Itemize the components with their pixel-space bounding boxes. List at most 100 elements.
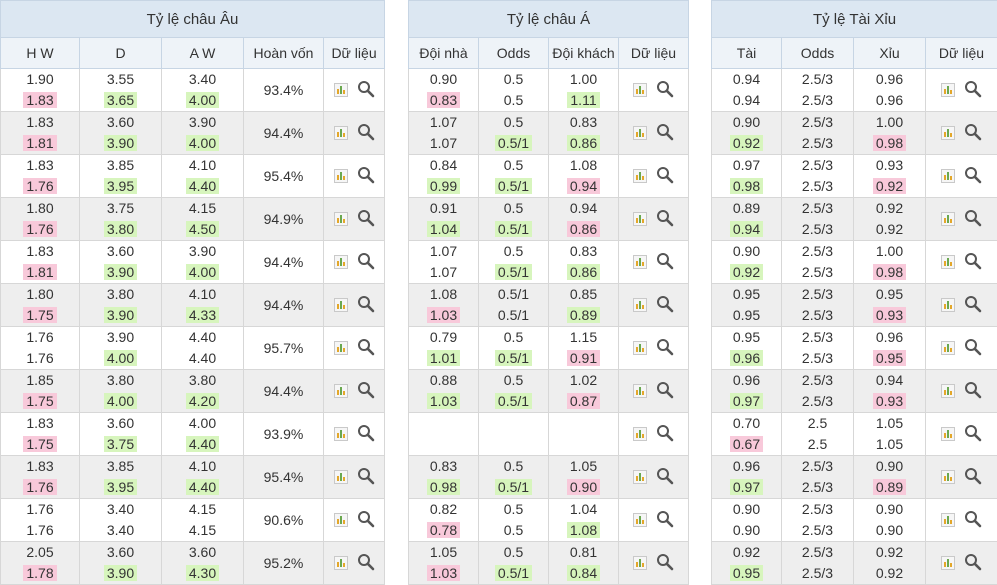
bar-chart-icon[interactable] [334, 298, 348, 312]
bar-chart-icon[interactable] [334, 341, 348, 355]
bar-chart-icon[interactable] [941, 513, 955, 527]
bar-chart-icon[interactable] [633, 298, 647, 312]
magnifier-icon[interactable] [964, 467, 982, 488]
bar-chart-icon[interactable] [334, 470, 348, 484]
bar-chart-icon[interactable] [334, 169, 348, 183]
bar-chart-icon[interactable] [334, 212, 348, 226]
bar-chart-icon[interactable] [633, 427, 647, 441]
bar-chart-icon[interactable] [633, 513, 647, 527]
magnifier-icon[interactable] [357, 295, 375, 316]
bar-chart-icon[interactable] [941, 384, 955, 398]
bar-chart-icon[interactable] [334, 384, 348, 398]
magnifier-icon[interactable] [357, 467, 375, 488]
magnifier-icon[interactable] [964, 424, 982, 445]
bar-chart-icon[interactable] [334, 126, 348, 140]
magnifier-icon[interactable] [357, 381, 375, 402]
magnifier-icon[interactable] [357, 123, 375, 144]
bar-chart-icon[interactable] [633, 384, 647, 398]
table-row[interactable] [409, 413, 689, 456]
magnifier-icon[interactable] [964, 252, 982, 273]
magnifier-icon[interactable] [964, 209, 982, 230]
magnifier-icon[interactable] [357, 80, 375, 101]
magnifier-icon[interactable] [656, 381, 674, 402]
magnifier-icon[interactable] [357, 338, 375, 359]
bar-chart-icon[interactable] [941, 427, 955, 441]
bar-chart-icon[interactable] [633, 470, 647, 484]
magnifier-icon[interactable] [656, 295, 674, 316]
magnifier-icon[interactable] [656, 338, 674, 359]
magnifier-icon[interactable] [964, 80, 982, 101]
bar-chart-icon[interactable] [941, 169, 955, 183]
magnifier-icon[interactable] [964, 166, 982, 187]
magnifier-icon[interactable] [656, 123, 674, 144]
magnifier-icon[interactable] [656, 424, 674, 445]
bar-chart-icon[interactable] [941, 255, 955, 269]
bar-chart-icon[interactable] [334, 83, 348, 97]
bar-chart-icon[interactable] [633, 169, 647, 183]
bar-chart-icon[interactable] [633, 556, 647, 570]
magnifier-icon[interactable] [357, 510, 375, 531]
bar-chart-icon[interactable] [633, 126, 647, 140]
bar-chart-icon[interactable] [334, 427, 348, 441]
magnifier-icon[interactable] [357, 209, 375, 230]
magnifier-icon[interactable] [656, 467, 674, 488]
magnifier-icon[interactable] [656, 80, 674, 101]
magnifier-icon[interactable] [357, 553, 375, 574]
magnifier-icon[interactable] [656, 553, 674, 574]
bar-chart-icon[interactable] [941, 83, 955, 97]
bar-chart-icon[interactable] [633, 341, 647, 355]
magnifier-icon[interactable] [964, 381, 982, 402]
bar-chart-icon[interactable] [334, 513, 348, 527]
magnifier-icon[interactable] [964, 510, 982, 531]
bar-chart-icon[interactable] [633, 255, 647, 269]
bar-chart-icon[interactable] [941, 212, 955, 226]
magnifier-icon[interactable] [964, 338, 982, 359]
magnifier-icon[interactable] [964, 123, 982, 144]
magnifier-icon[interactable] [357, 424, 375, 445]
bar-chart-icon[interactable] [941, 470, 955, 484]
bar-chart-icon[interactable] [941, 126, 955, 140]
magnifier-icon[interactable] [964, 553, 982, 574]
bar-chart-icon[interactable] [941, 556, 955, 570]
bar-chart-icon[interactable] [334, 255, 348, 269]
bar-chart-icon[interactable] [334, 556, 348, 570]
magnifier-icon[interactable] [357, 252, 375, 273]
magnifier-icon[interactable] [964, 295, 982, 316]
bar-chart-icon[interactable] [941, 341, 955, 355]
magnifier-icon[interactable] [656, 510, 674, 531]
bar-chart-icon[interactable] [633, 83, 647, 97]
magnifier-icon[interactable] [656, 252, 674, 273]
magnifier-icon[interactable] [357, 166, 375, 187]
